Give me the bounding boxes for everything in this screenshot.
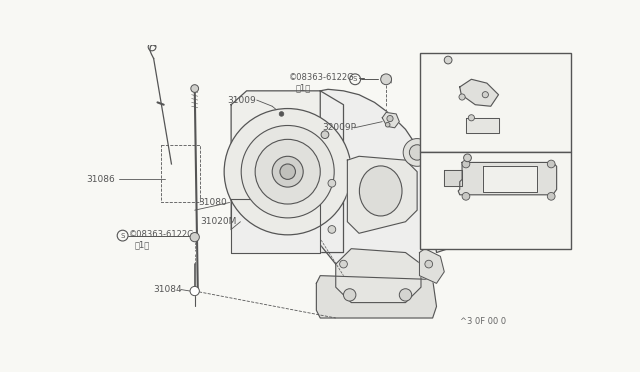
Text: （1）: （1） bbox=[135, 240, 150, 249]
Circle shape bbox=[459, 94, 465, 100]
Polygon shape bbox=[231, 91, 344, 253]
Circle shape bbox=[462, 192, 470, 200]
Circle shape bbox=[344, 289, 356, 301]
Text: 31020M: 31020M bbox=[200, 217, 237, 226]
Text: 32009P: 32009P bbox=[323, 123, 356, 132]
Text: S: S bbox=[120, 232, 125, 238]
Text: 31009: 31009 bbox=[227, 96, 256, 105]
Circle shape bbox=[241, 125, 334, 218]
Text: 31185E: 31185E bbox=[424, 238, 456, 247]
Circle shape bbox=[387, 115, 393, 122]
Polygon shape bbox=[320, 89, 436, 279]
Circle shape bbox=[191, 85, 198, 92]
Text: 31080: 31080 bbox=[198, 198, 227, 207]
Circle shape bbox=[381, 74, 392, 85]
Polygon shape bbox=[336, 249, 421, 302]
Polygon shape bbox=[231, 199, 320, 253]
Circle shape bbox=[190, 232, 199, 242]
Circle shape bbox=[340, 260, 348, 268]
Ellipse shape bbox=[360, 166, 402, 216]
Polygon shape bbox=[316, 276, 436, 318]
Circle shape bbox=[328, 179, 336, 187]
Polygon shape bbox=[466, 118, 499, 133]
Polygon shape bbox=[444, 170, 462, 186]
Bar bbox=[420, 53, 571, 152]
Circle shape bbox=[410, 145, 425, 160]
Text: ^3 0F 00 0: ^3 0F 00 0 bbox=[460, 317, 506, 326]
Circle shape bbox=[482, 92, 488, 98]
Circle shape bbox=[328, 225, 336, 233]
Circle shape bbox=[444, 56, 452, 64]
Text: （1）: （1） bbox=[296, 83, 310, 92]
Circle shape bbox=[462, 160, 470, 168]
Text: S: S bbox=[353, 76, 357, 82]
Circle shape bbox=[272, 156, 303, 187]
Text: 31086: 31086 bbox=[86, 175, 115, 184]
Polygon shape bbox=[348, 156, 417, 233]
Circle shape bbox=[399, 289, 412, 301]
Ellipse shape bbox=[425, 203, 440, 225]
Polygon shape bbox=[382, 112, 399, 128]
Circle shape bbox=[321, 131, 329, 138]
Polygon shape bbox=[460, 79, 499, 106]
Circle shape bbox=[547, 192, 555, 200]
Bar bbox=[420, 152, 571, 250]
Circle shape bbox=[468, 115, 474, 121]
Text: 31037: 31037 bbox=[522, 94, 548, 103]
Polygon shape bbox=[458, 163, 557, 195]
Circle shape bbox=[255, 140, 320, 204]
Circle shape bbox=[385, 122, 390, 127]
Polygon shape bbox=[419, 249, 444, 283]
Circle shape bbox=[224, 109, 351, 235]
Circle shape bbox=[280, 164, 296, 179]
Text: ©08363-6122G: ©08363-6122G bbox=[129, 230, 195, 238]
Text: 31036: 31036 bbox=[452, 172, 479, 181]
Text: 31185IA: 31185IA bbox=[424, 62, 458, 71]
Bar bbox=[161, 145, 200, 202]
Circle shape bbox=[279, 112, 284, 116]
Circle shape bbox=[547, 160, 555, 168]
Circle shape bbox=[425, 260, 433, 268]
Text: 31185D: 31185D bbox=[424, 161, 456, 170]
Circle shape bbox=[403, 139, 431, 166]
Polygon shape bbox=[483, 166, 537, 192]
Text: ©08363-6122G: ©08363-6122G bbox=[289, 73, 355, 82]
Circle shape bbox=[463, 154, 472, 162]
Text: 31084: 31084 bbox=[154, 285, 182, 294]
Circle shape bbox=[190, 286, 199, 296]
